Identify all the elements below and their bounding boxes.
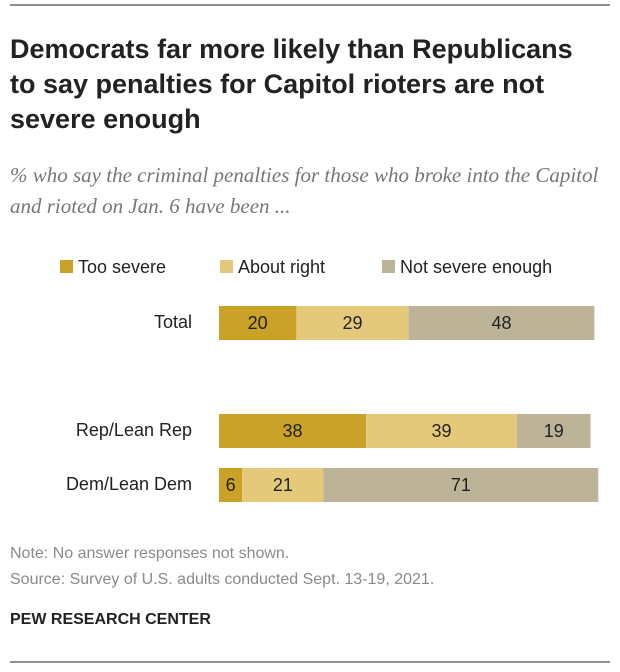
value-label: 38: [283, 421, 303, 441]
bar-segment: [408, 306, 595, 340]
bar-segment: [242, 468, 324, 502]
legend-label: Too severe: [78, 257, 166, 277]
note: Note: No answer responses not shown.: [10, 545, 290, 562]
bar-segment: [366, 414, 517, 448]
bar-segment: [516, 414, 591, 448]
value-label: 39: [432, 421, 452, 441]
category-label: Rep/Lean Rep: [76, 420, 192, 440]
value-label: 19: [544, 421, 564, 441]
value-label: 71: [451, 475, 471, 495]
bar-segment: [219, 306, 297, 340]
category-label: Dem/Lean Dem: [66, 474, 192, 494]
legend-label: Not severe enough: [400, 257, 552, 277]
footer: PEW RESEARCH CENTER: [10, 611, 211, 628]
legend-swatch: [220, 260, 233, 273]
value-label: 48: [491, 313, 511, 333]
value-label: 21: [273, 475, 293, 495]
bar-segment: [219, 468, 243, 502]
bar-segment: [323, 468, 599, 502]
value-label: 20: [248, 313, 268, 333]
bar-segment: [219, 414, 367, 448]
legend-swatch: [382, 260, 395, 273]
legend-label: About right: [238, 257, 325, 277]
source: Source: Survey of U.S. adults conducted …: [10, 571, 435, 588]
legend-swatch: [60, 260, 73, 273]
bar-segment: [296, 306, 409, 340]
value-label: 29: [342, 313, 362, 333]
category-label: Total: [154, 312, 192, 332]
value-label: 6: [226, 475, 236, 495]
chart-title: Democrats far more likely than Republica…: [10, 34, 573, 134]
chart-subtitle: % who say the criminal penalties for tho…: [10, 163, 599, 218]
